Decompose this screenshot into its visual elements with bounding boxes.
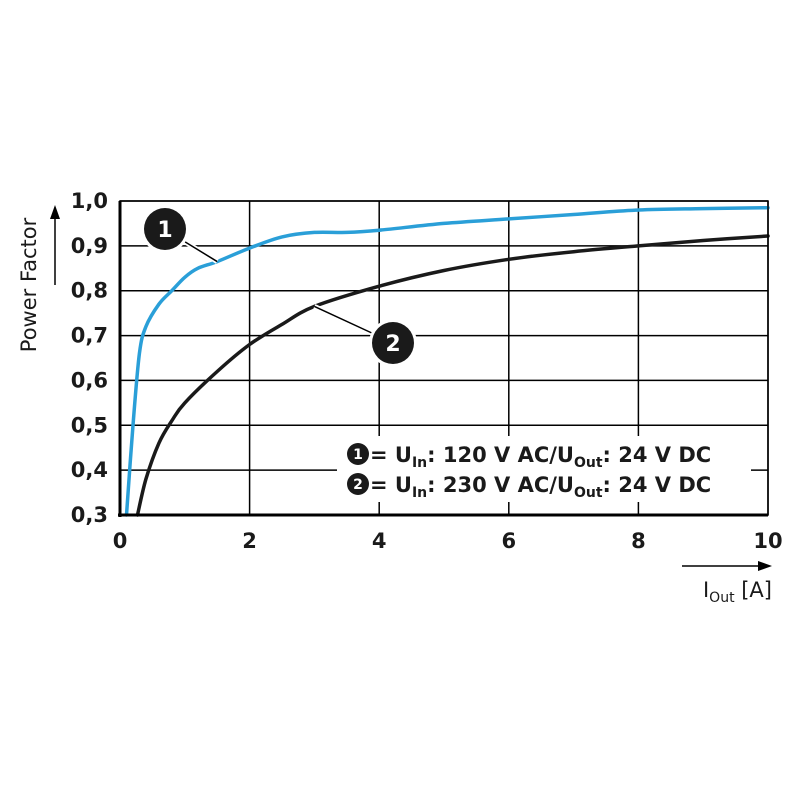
callout-leader <box>181 239 218 263</box>
legend-label: = UIn: 230 V AC/UOut: 24 V DC <box>370 473 711 501</box>
x-tick-label: 10 <box>753 529 782 553</box>
legend: 1 = UIn: 120 V AC/UOut: 24 V DC2 = UIn: … <box>337 436 751 502</box>
callout-badge-number: 1 <box>157 218 172 243</box>
x-tick-label: 6 <box>501 529 516 553</box>
callout-leader <box>314 305 375 335</box>
tick-labels: 0 2 4 6 8 10 0,3 0,4 0,5 0,6 0,7 0,8 0,9 1,0 <box>71 189 783 553</box>
legend-box <box>337 436 751 502</box>
callout-2: 2 <box>313 304 417 367</box>
callout-badge <box>372 322 414 364</box>
x-tick-label: 0 <box>113 529 128 553</box>
x-tick-label: 8 <box>631 529 646 553</box>
legend-entry-1: 1 = UIn: 120 V AC/UOut: 24 V DC <box>347 443 711 471</box>
y-tick-label: 0,7 <box>71 324 108 348</box>
y-tick-label: 1,0 <box>71 189 108 213</box>
x-axis-title: IOut [A] <box>703 578 772 606</box>
y-tick-label: 0,9 <box>71 234 108 258</box>
y-tick-label: 0,6 <box>71 368 108 392</box>
legend-badge <box>347 473 369 495</box>
callout-badge <box>144 208 186 250</box>
y-tick-label: 0,3 <box>71 503 108 527</box>
plot-frame <box>118 200 769 517</box>
y-tick-label: 0,4 <box>71 458 108 482</box>
series-line-2 <box>135 234 770 517</box>
series-callouts: 12 <box>141 205 417 367</box>
legend-badge <box>347 443 369 465</box>
legend-label: = UIn: 120 V AC/UOut: 24 V DC <box>370 443 711 471</box>
y-axis-arrow-icon <box>50 205 60 219</box>
axis-titles: Power Factor IOut [A] <box>17 205 772 606</box>
x-axis-arrow-icon <box>758 561 772 571</box>
x-tick-label: 2 <box>242 529 257 553</box>
series-lines <box>124 205 770 517</box>
legend-entry-2: 2 = UIn: 230 V AC/UOut: 24 V DC <box>347 473 711 501</box>
callout-1: 1 <box>141 205 219 264</box>
series-line-1 <box>124 205 770 517</box>
legend-badge-number: 1 <box>353 447 363 463</box>
legend-badge-number: 2 <box>353 477 363 493</box>
x-tick-label: 4 <box>372 529 387 553</box>
y-axis-title: Power Factor <box>17 217 41 352</box>
y-tick-label: 0,5 <box>71 413 108 437</box>
callout-badge-number: 2 <box>385 332 400 357</box>
y-tick-label: 0,8 <box>71 279 108 303</box>
